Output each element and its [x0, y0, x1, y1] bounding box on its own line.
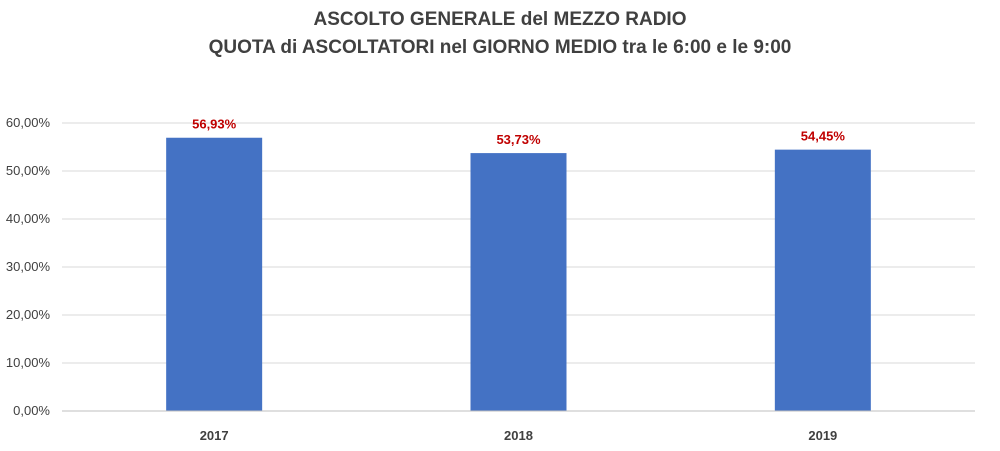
data-label-2018: 53,73% — [496, 132, 541, 147]
y-tick-label-2: 20,00% — [6, 307, 51, 322]
y-tick-label-6: 60,00% — [6, 115, 51, 130]
y-tick-label-1: 10,00% — [6, 355, 51, 370]
y-tick-label-4: 40,00% — [6, 211, 51, 226]
bar-2018 — [470, 153, 567, 411]
y-tick-label-3: 30,00% — [6, 259, 51, 274]
x-tick-label-2018: 2018 — [504, 428, 533, 443]
data-label-2019: 54,45% — [801, 129, 846, 144]
bar-2019 — [774, 149, 871, 411]
chart-title-block: ASCOLTO GENERALE del MEZZO RADIO QUOTA d… — [0, 6, 1000, 62]
data-label-2017: 56,93% — [192, 117, 237, 132]
chart-title: ASCOLTO GENERALE del MEZZO RADIO — [313, 9, 687, 30]
x-tick-label-2017: 2017 — [200, 428, 229, 443]
bar-2017 — [166, 137, 263, 411]
y-tick-label-5: 50,00% — [6, 163, 51, 178]
x-tick-label-2019: 2019 — [808, 428, 837, 443]
chart-subtitle: QUOTA di ASCOLTATORI nel GIORNO MEDIO tr… — [208, 37, 792, 58]
y-tick-label-0: 0,00% — [13, 403, 50, 418]
